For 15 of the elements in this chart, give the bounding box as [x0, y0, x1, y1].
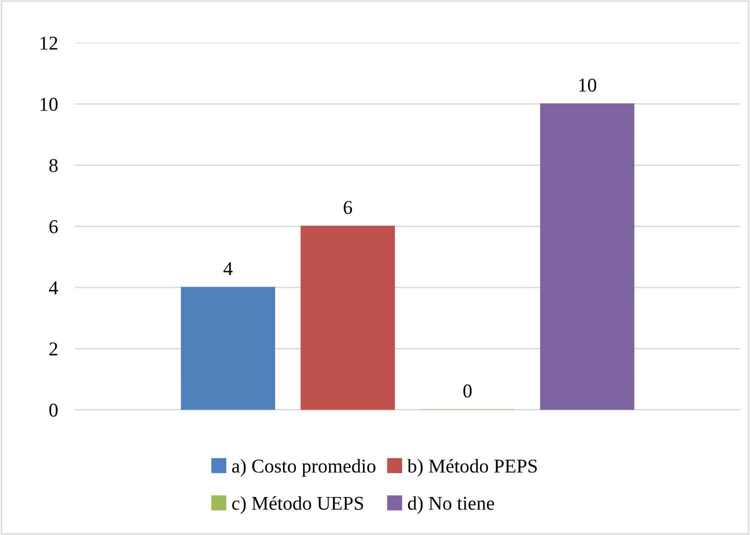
data-label: 4 [224, 262, 233, 275]
legend-label: b) Método PEPS [407, 458, 537, 477]
data-label: 0 [463, 384, 472, 398]
y-tick-label: 6 [49, 220, 58, 234]
y-tick-label: 8 [49, 158, 58, 172]
data-label: 6 [344, 200, 352, 214]
y-tick-label: 4 [48, 281, 58, 294]
data-label: 10 [579, 78, 596, 92]
y-tick-label: 0 [49, 404, 58, 417]
y-tick-label: 12 [40, 36, 58, 50]
y-tick-label: 10 [40, 98, 58, 111]
y-tick-label: 2 [49, 342, 58, 356]
legend-label: a) Costo promedio [232, 458, 376, 477]
legend-label: d) No tiene [408, 496, 494, 514]
legend-label: c) Método UEPS [232, 496, 364, 514]
